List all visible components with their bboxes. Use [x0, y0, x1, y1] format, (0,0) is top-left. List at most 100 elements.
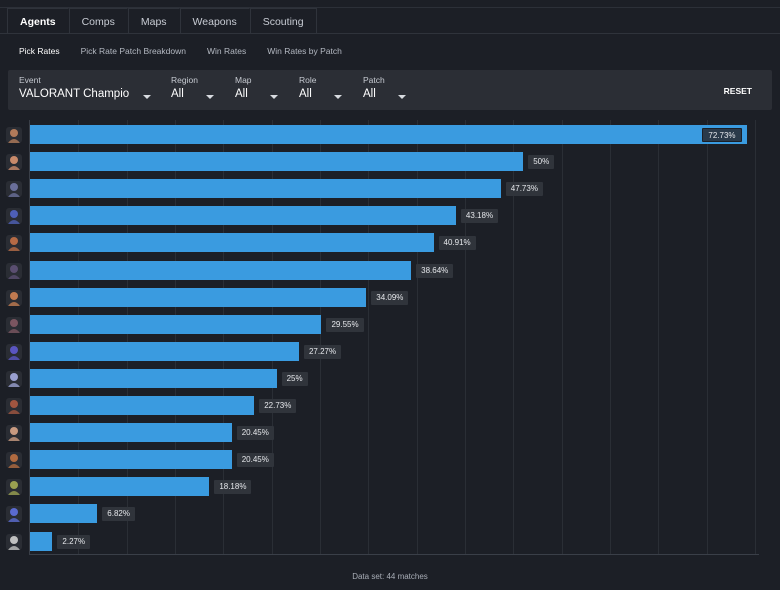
patch-value: All — [363, 88, 376, 100]
role-select[interactable]: Role All — [299, 70, 344, 110]
agent-row: 72.73% — [0, 120, 780, 147]
agent-portrait-icon — [6, 452, 22, 469]
pick-rate-bar[interactable] — [30, 287, 367, 307]
pick-rate-bar[interactable] — [30, 450, 232, 470]
agent-row: 27.27% — [0, 337, 780, 364]
subtab-pick-rate-patch-breakdown[interactable]: Pick Rate Patch Breakdown — [80, 46, 186, 56]
pick-rate-label: 29.55% — [326, 317, 364, 332]
patch-label: Patch — [363, 75, 385, 85]
chevron-down-icon — [398, 95, 406, 99]
gridline — [175, 120, 176, 554]
tab-weapons[interactable]: Weapons — [179, 8, 250, 34]
pick-rate-label: 20.45% — [236, 426, 274, 441]
pick-rate-chart: 72.73% 50% 47.73% 43.18% 40.91% 38.64% 34.09% 2… — [0, 118, 780, 558]
pick-rate-bar[interactable] — [30, 206, 456, 226]
main-tabs: Agents Comps Maps Weapons Scouting — [7, 8, 317, 34]
agent-row: 2.27% — [0, 527, 780, 554]
gridline — [126, 120, 128, 554]
pick-rate-bar[interactable] — [30, 368, 277, 388]
agent-portrait-icon — [6, 127, 22, 143]
tab-comps[interactable]: Comps — [68, 8, 128, 34]
gridline — [755, 120, 756, 554]
gridline — [223, 120, 225, 554]
pick-rate-bar[interactable] — [30, 125, 748, 144]
pick-rate-bar[interactable] — [30, 341, 299, 361]
y-axis-line — [29, 120, 30, 554]
agent-row: 18.18% — [0, 472, 780, 499]
pick-rate-label: 43.18% — [460, 209, 499, 224]
agent-portrait-icon — [6, 398, 22, 414]
event-select[interactable]: Event VALORANT Champions — [19, 70, 154, 110]
agent-row: 20.45% — [0, 418, 780, 445]
pick-rate-bar[interactable] — [30, 531, 53, 551]
agent-row: 22.73% — [0, 391, 780, 418]
pick-rate-label: 22.73% — [259, 399, 297, 413]
agent-portrait-icon — [6, 343, 22, 360]
role-label: Role — [299, 75, 317, 85]
gridline — [465, 120, 466, 554]
chevron-down-icon — [143, 95, 151, 99]
pick-rate-bar[interactable] — [30, 423, 232, 443]
tab-agents[interactable]: Agents — [7, 8, 69, 34]
agent-portrait-icon — [6, 370, 22, 387]
reset-button[interactable]: RESET — [723, 86, 752, 96]
map-select[interactable]: Map All — [235, 70, 280, 110]
pick-rate-label: 47.73% — [505, 182, 543, 197]
agent-row: 29.55% — [0, 310, 780, 337]
agent-row: 25% — [0, 364, 780, 391]
map-label: Map — [235, 75, 252, 85]
agent-portrait-icon — [6, 235, 22, 252]
agent-portrait-icon — [6, 506, 22, 523]
pick-rate-label: 72.73% — [702, 128, 742, 142]
pick-rate-bar[interactable] — [30, 179, 501, 199]
tab-scouting[interactable]: Scouting — [249, 8, 317, 34]
filter-bar: Event VALORANT Champions Region All Map … — [8, 70, 772, 110]
pick-rate-label: 34.09% — [371, 290, 409, 305]
agent-row: 38.64% — [0, 256, 780, 283]
subtab-pick-rates[interactable]: Pick Rates — [19, 46, 60, 56]
gridline — [78, 120, 80, 554]
tab-maps[interactable]: Maps — [127, 8, 180, 34]
patch-select[interactable]: Patch All — [363, 70, 408, 110]
pick-rate-label: 27.27% — [303, 344, 342, 359]
agent-portrait-icon — [6, 289, 22, 306]
gridline — [513, 120, 515, 554]
gridline — [706, 120, 708, 554]
pick-rate-bar[interactable] — [30, 233, 434, 253]
chevron-down-icon — [270, 95, 278, 99]
sub-tabs: Pick Rates Pick Rate Patch Breakdown Win… — [19, 46, 342, 56]
top-border — [0, 0, 780, 8]
subtab-win-rates-by-patch[interactable]: Win Rates by Patch — [267, 46, 342, 56]
pick-rate-bar[interactable] — [30, 477, 210, 497]
event-value: VALORANT Champions — [19, 88, 129, 100]
agent-portrait-icon — [6, 479, 22, 496]
role-value: All — [299, 88, 312, 100]
gridline — [561, 120, 563, 554]
pick-rate-bar[interactable] — [30, 396, 255, 415]
agent-portrait-icon — [6, 181, 22, 198]
agent-row: 43.18% — [0, 201, 780, 228]
subtab-win-rates[interactable]: Win Rates — [206, 46, 247, 56]
agent-portrait-icon — [6, 262, 22, 279]
gridline — [320, 120, 321, 554]
agent-portrait-icon — [6, 154, 22, 171]
pick-rate-label: 2.27% — [57, 534, 91, 549]
x-axis-line — [29, 554, 759, 555]
gridline — [271, 120, 273, 554]
gridline — [658, 120, 660, 554]
region-label: Region — [171, 75, 198, 85]
region-select[interactable]: Region All — [171, 70, 216, 110]
agent-row: 6.82% — [0, 499, 780, 526]
pick-rate-bar[interactable] — [30, 314, 322, 334]
pick-rate-bar[interactable] — [30, 152, 524, 172]
pick-rate-bar[interactable] — [30, 504, 98, 524]
chevron-down-icon — [206, 95, 214, 99]
pick-rate-label: 20.45% — [236, 453, 274, 468]
gridline — [610, 120, 611, 554]
pick-rate-bar[interactable] — [30, 260, 412, 280]
agent-portrait-icon — [6, 208, 22, 225]
gridline — [368, 120, 370, 554]
event-label: Event — [19, 75, 41, 85]
agent-row: 34.09% — [0, 283, 780, 310]
map-value: All — [235, 88, 248, 100]
